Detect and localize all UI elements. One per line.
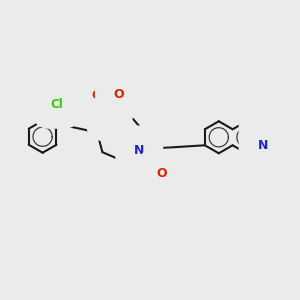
Text: S: S (105, 110, 114, 122)
Text: O: O (156, 167, 167, 181)
Text: N: N (257, 139, 268, 152)
Text: Cl: Cl (50, 98, 63, 111)
Text: N: N (134, 144, 145, 157)
Text: O: O (92, 89, 102, 102)
Text: O: O (114, 88, 124, 101)
Text: N: N (257, 123, 268, 136)
